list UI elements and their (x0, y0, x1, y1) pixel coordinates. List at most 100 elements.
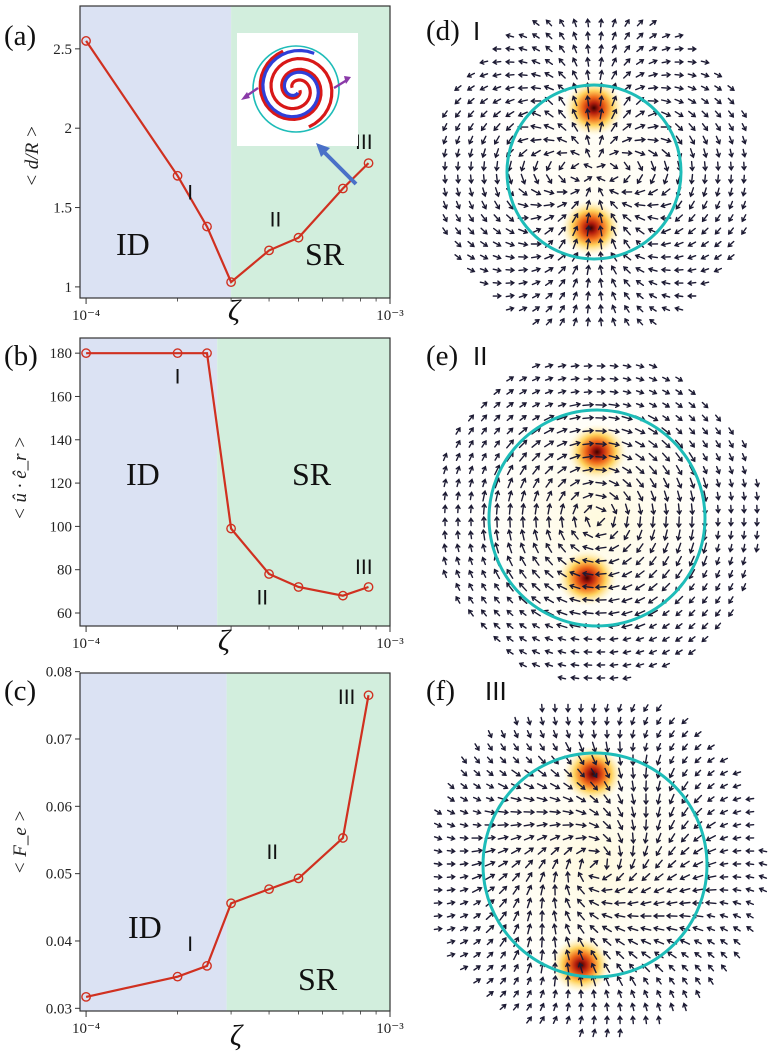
field-panel-e: (e) II (426, 340, 760, 681)
inset-spiral-a (237, 33, 358, 186)
regime-backgrounds-c (80, 673, 390, 1011)
region-label-id-a: ID (116, 226, 150, 262)
xtick-label-b-1: 10⁻³ (376, 636, 404, 652)
inset-pointer-arrowhead (316, 143, 330, 157)
point-a-5 (293, 232, 304, 243)
region-label-sr-c: SR (298, 961, 338, 997)
panel-label-e: (e) (426, 340, 458, 372)
point-b-1 (172, 348, 183, 359)
regime-backgrounds-b (80, 338, 390, 626)
point-b-2 (202, 348, 212, 359)
y-axis-label-c: < F_e > (10, 810, 31, 875)
annotation-a-1: II (270, 209, 282, 232)
line-series-a (85, 40, 370, 284)
annotation-b-1: II (256, 586, 268, 609)
xtick-label-c-0: 10⁻⁴ (72, 1021, 100, 1037)
panel-roman-e: II (473, 341, 487, 371)
boundary-circle-e (487, 408, 707, 628)
point-a-7 (363, 158, 374, 169)
point-b-7 (363, 582, 374, 592)
quiver-field-d (442, 18, 747, 327)
ytick-label-a-2: 2 (65, 121, 73, 137)
boundary-circle-d (505, 83, 683, 261)
inset-pointer-arrow (320, 148, 358, 186)
region-id-b (80, 338, 218, 626)
ytick-label-b-4: 140 (50, 433, 73, 449)
annotation-c-2: III (338, 686, 356, 709)
inset-arrowhead-right (344, 76, 351, 84)
axes-b: 60 80 100 120 140 160 180 10⁻⁴ 10⁻³ (50, 337, 404, 652)
quiver-field-e (442, 363, 760, 681)
density-hotspot-d-0 (564, 80, 624, 136)
point-a-0 (81, 36, 91, 46)
xtick-label-a-0: 10⁻⁴ (72, 308, 100, 324)
x-axis-label-c: ζ (230, 1019, 244, 1052)
field-panel-f: (f) III (426, 675, 768, 1038)
region-label-id-c: ID (128, 909, 162, 945)
ytick-label-b-5: 160 (50, 389, 73, 405)
ytick-label-b-2: 100 (50, 519, 73, 535)
line-series-c (85, 695, 370, 998)
annotation-a-2: III (355, 131, 373, 154)
frame-a (79, 5, 391, 299)
inset-spiral-inner (261, 48, 320, 119)
annotation-b-0: I (175, 365, 181, 388)
y-axis-label-a: < d/R > (22, 125, 43, 187)
quiver-field-f (433, 703, 768, 1038)
frame-b (79, 337, 391, 627)
point-a-3 (226, 277, 236, 288)
annotation-c-1: II (266, 841, 278, 864)
ytick-label-a-3: 2.5 (53, 42, 72, 58)
background-haze-d (448, 26, 740, 318)
point-b-0 (81, 348, 91, 359)
panel-label-a: (a) (4, 20, 36, 52)
panel-label-f: (f) (426, 675, 455, 707)
ytick-label-c-1: 0.04 (46, 934, 73, 950)
annotation-a-0: I (187, 182, 193, 205)
ytick-label-c-2: 0.05 (46, 867, 72, 883)
ytick-label-a-0: 1 (65, 280, 73, 296)
density-hotspot-e-0 (567, 424, 627, 480)
density-hotspot-e-1 (557, 550, 617, 606)
quiver-arrows-e (442, 363, 760, 681)
point-c-2 (202, 960, 212, 971)
region-sr-b (217, 338, 390, 626)
ytick-label-b-3: 120 (50, 476, 73, 492)
point-b-3 (226, 523, 236, 534)
region-label-sr-a: SR (305, 236, 345, 272)
ytick-label-c-3: 0.06 (46, 799, 73, 815)
point-a-1 (172, 170, 183, 181)
ytick-label-b-0: 60 (57, 606, 72, 622)
xtick-label-a-1: 10⁻³ (376, 308, 404, 324)
point-c-6 (338, 833, 348, 843)
region-id-a (80, 6, 232, 298)
inset-arrow-right (333, 78, 348, 90)
xtick-label-c-1: 10⁻³ (376, 1021, 404, 1037)
axes-c: 0.03 0.04 0.05 0.06 0.07 0.08 10⁻⁴ 10⁻³ (46, 665, 404, 1037)
region-id-c (80, 673, 227, 1011)
axes-a: 1 1.5 2 2.5 10⁻⁴ 10⁻³ (53, 5, 404, 324)
panel-label-b: (b) (4, 340, 38, 372)
annotation-b-2: III (355, 556, 373, 579)
point-c-7 (363, 690, 374, 701)
point-b-5 (293, 582, 304, 592)
point-c-4 (264, 884, 274, 895)
frame-c (79, 672, 391, 1012)
xtick-label-b-0: 10⁻⁴ (72, 636, 100, 652)
y-axis-label-b: < û · ê_r > (10, 436, 31, 520)
boundary-circle-f (481, 751, 709, 979)
x-axis-label-b: ζ (218, 624, 232, 657)
ytick-label-c-4: 0.07 (46, 732, 73, 748)
ytick-label-a-1: 1.5 (53, 201, 72, 217)
point-c-1 (172, 971, 183, 982)
field-panel-d: (d) I (426, 15, 747, 327)
point-a-4 (264, 245, 274, 256)
x-axis-label-a: ζ (228, 294, 242, 327)
inset-boundary-circle (252, 45, 340, 133)
ytick-label-b-1: 80 (57, 563, 72, 579)
